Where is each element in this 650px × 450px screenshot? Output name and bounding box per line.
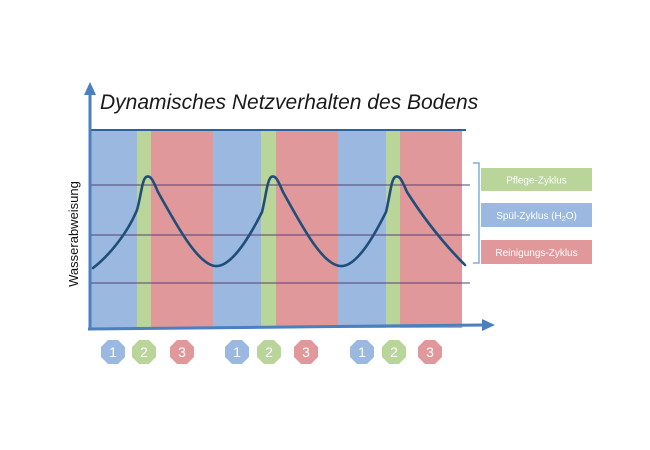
legend-pflege-swatch [481, 168, 592, 191]
water-repellency-curve [91, 175, 467, 270]
badge-cycle1-phase1: 1 [101, 340, 125, 364]
legend-pflege: Pflege-Zyklus [481, 168, 592, 191]
svg-text:3: 3 [426, 344, 434, 360]
svg-text:1: 1 [358, 344, 366, 360]
y-axis-label: Wasserabweisung [66, 181, 81, 287]
svg-text:2: 2 [265, 344, 273, 360]
band-cycle2-phase2 [261, 130, 276, 328]
band-cycle1-phase3 [151, 130, 213, 328]
badge-cycle2-phase3: 3 [294, 340, 318, 364]
svg-text:3: 3 [178, 344, 186, 360]
svg-text:3: 3 [302, 344, 310, 360]
legend-bracket [473, 162, 480, 264]
badge-cycle2-phase1: 1 [225, 340, 249, 364]
badge-cycle2-phase2: 2 [257, 340, 281, 364]
band-cycle3-phase2 [386, 130, 400, 328]
band-cycle2-phase3 [276, 130, 338, 328]
svg-text:2: 2 [140, 344, 148, 360]
svg-text:2: 2 [390, 344, 398, 360]
badge-cycle3-phase1: 1 [350, 340, 374, 364]
phase-badges: 1 2 3 1 2 3 1 2 [101, 340, 442, 364]
badge-cycle1-phase2: 2 [132, 340, 156, 364]
badge-cycle3-phase3: 3 [418, 340, 442, 364]
legend-spuel-swatch [481, 203, 592, 227]
legend-reinigung: Reinigungs-Zyklus [481, 240, 592, 264]
x-axis [87, 319, 495, 331]
legend-reinigung-swatch [481, 240, 592, 264]
svg-text:1: 1 [109, 344, 117, 360]
badge-cycle1-phase3: 3 [170, 340, 194, 364]
legend-spuel-label: Spül-Zyklus (H2O) [496, 211, 577, 223]
legend-spuel: Spül-Zyklus (H2O) [481, 203, 592, 227]
phase-bands [90, 130, 462, 328]
diagram-title: Dynamisches Netzverhalten des Bodens [100, 91, 479, 114]
band-cycle1-phase1 [90, 130, 137, 328]
svg-text:1: 1 [233, 344, 241, 360]
legend-pflege-label: Pflege-Zyklus [506, 176, 567, 187]
band-cycle3-phase3 [400, 130, 462, 328]
y-axis [84, 82, 96, 330]
badge-cycle3-phase2: 2 [382, 340, 406, 364]
legend-reinigung-label: Reinigungs-Zyklus [495, 248, 577, 259]
band-cycle3-phase1 [338, 130, 386, 328]
band-cycle1-phase2 [137, 130, 151, 328]
